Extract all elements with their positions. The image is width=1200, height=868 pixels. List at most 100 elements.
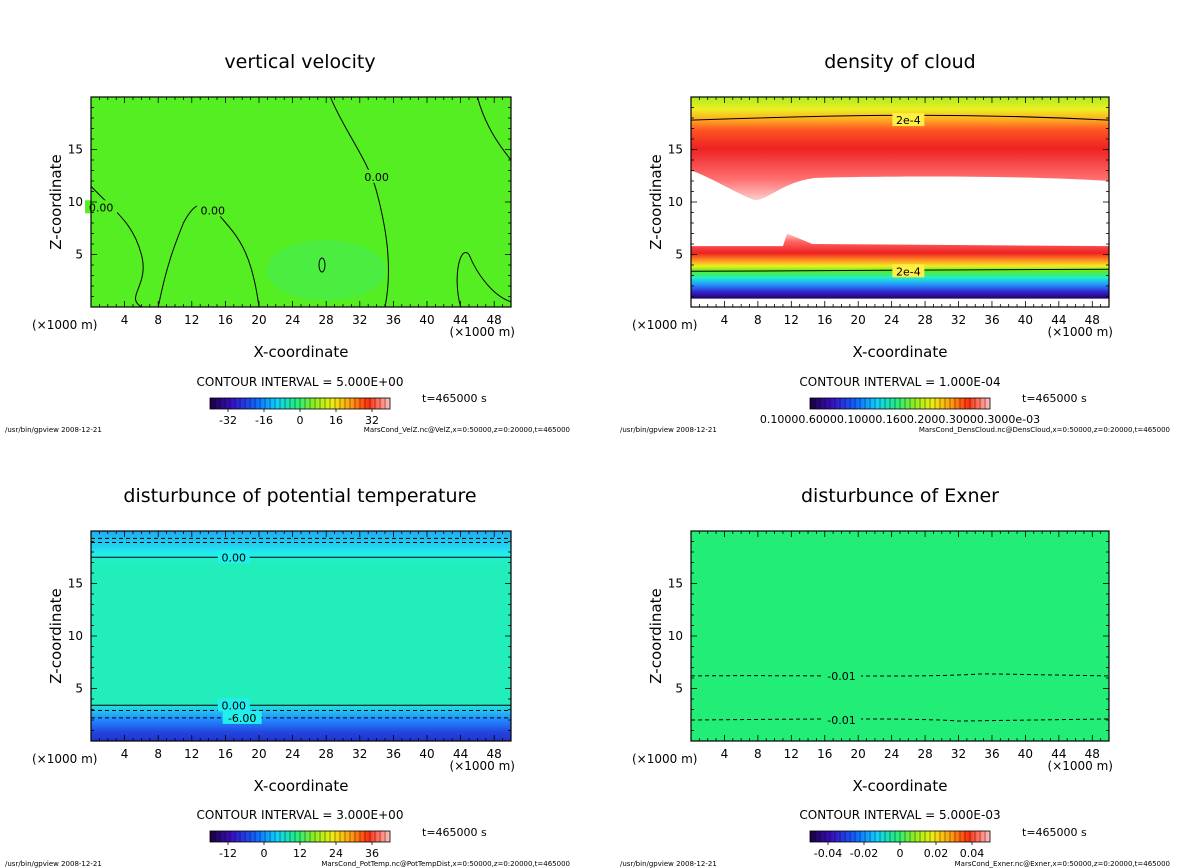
footer-left: /usr/bin/gpview 2008-12-21 — [5, 426, 102, 434]
x-tick-label: 20 — [851, 313, 866, 327]
x-tick-label: 8 — [154, 747, 162, 761]
field — [91, 97, 511, 307]
colorbar-tick-label: 0.04 — [960, 847, 985, 860]
y-tick-label: 5 — [75, 248, 83, 262]
contour-label-bg — [821, 668, 861, 682]
y-axis-label: Z-coordinate — [647, 588, 665, 683]
x-axis-label: X-coordinate — [254, 343, 349, 361]
x-tick-label: 8 — [754, 313, 762, 327]
x-axis-label: X-coordinate — [853, 777, 948, 795]
colorbar-tick-label: 16 — [329, 414, 343, 427]
x-tick-label: 40 — [1018, 747, 1033, 761]
x-unit-label-right: (×1000 m) — [450, 759, 515, 773]
field-fill — [91, 531, 511, 741]
x-tick-label: 36 — [386, 747, 401, 761]
x-tick-label: 16 — [218, 747, 233, 761]
y-axis-label: Z-coordinate — [647, 154, 665, 249]
colorbar-tick-label: 0 — [261, 847, 268, 860]
colorbar-tick-label: -0.02 — [850, 847, 878, 860]
colorbar-tick-label: -0.04 — [814, 847, 842, 860]
colorbar-tick-label: 12 — [293, 847, 307, 860]
contour-label: 0.00 — [364, 171, 389, 184]
x-tick-label: 24 — [285, 747, 300, 761]
x-tick-label: 12 — [784, 313, 799, 327]
x-unit-label-right: (×1000 m) — [1048, 325, 1113, 339]
x-tick-label: 48 — [487, 313, 502, 327]
x-tick-label: 20 — [251, 747, 266, 761]
y-tick-label: 5 — [675, 248, 683, 262]
contour-interval: CONTOUR INTERVAL = 5.000E-03 — [799, 808, 1000, 822]
footer-left: /usr/bin/gpview 2008-12-21 — [5, 860, 102, 868]
y-tick-label: 15 — [668, 577, 683, 591]
x-tick-label: 12 — [784, 747, 799, 761]
x-tick-label: 48 — [487, 747, 502, 761]
x-tick-label: 40 — [1018, 313, 1033, 327]
panel-2: disturbunce of potential temperature 0.00… — [5, 485, 570, 868]
contour-label-bg — [196, 203, 229, 217]
time-label: t=465000 s — [422, 392, 487, 405]
y-tick-label: 15 — [68, 577, 83, 591]
x-tick-label: 8 — [754, 747, 762, 761]
x-tick-label: 16 — [817, 747, 832, 761]
x-tick-label: 28 — [917, 313, 932, 327]
panel-3: disturbunce of Exner-0.01-0.014 8 12 16 20 24… — [620, 485, 1170, 868]
x-tick-label: 44 — [453, 313, 468, 327]
contour-line — [476, 97, 511, 161]
x-tick-label: 48 — [1085, 313, 1100, 327]
field-shade — [266, 240, 387, 301]
contour-label: -0.01 — [827, 714, 855, 727]
colorbar-tick-label: 0.02 — [924, 847, 949, 860]
plot-title: density of cloud — [824, 51, 976, 73]
x-tick-label: 20 — [251, 313, 266, 327]
colorbar-tick-label: -12 — [219, 847, 237, 860]
x-tick-label: 24 — [285, 313, 300, 327]
colorbar-tick-label: 0 — [297, 414, 304, 427]
footer-right: MarsCond_Exner.nc@Exner,x=0:50000,z=0:20… — [955, 860, 1170, 868]
contour-label-bg — [892, 113, 925, 127]
x-tick-label: 36 — [984, 313, 999, 327]
contour-label: 0.00 — [222, 699, 247, 712]
plot-title: disturbunce of potential temperature — [123, 485, 476, 507]
x-tick-label: 36 — [386, 313, 401, 327]
footer-right: MarsCond_VelZ.nc@VelZ,x=0:50000,z=0:2000… — [364, 426, 570, 434]
y-axis-label: Z-coordinate — [47, 588, 65, 683]
y-axis-label: Z-coordinate — [47, 154, 65, 249]
x-tick-label: 44 — [1051, 747, 1066, 761]
x-tick-label: 4 — [121, 747, 129, 761]
x-tick-label: 4 — [721, 747, 729, 761]
contour-label-bg — [821, 713, 861, 726]
plot-title: vertical velocity — [224, 51, 375, 73]
x-tick-label: 44 — [1051, 313, 1066, 327]
x-tick-label: 16 — [817, 313, 832, 327]
x-unit-label-left: (×1000 m) — [632, 752, 697, 766]
contour-interval: CONTOUR INTERVAL = 5.000E+00 — [197, 375, 404, 389]
cloud-upper-layer — [691, 97, 1109, 201]
x-tick-label: 32 — [352, 313, 367, 327]
contour-line — [456, 251, 511, 307]
x-axis-label: X-coordinate — [853, 343, 948, 361]
contour-label-bg — [892, 264, 925, 278]
contour-label: 0.00 — [89, 201, 114, 214]
contour-interval: CONTOUR INTERVAL = 3.000E+00 — [197, 808, 404, 822]
contour-label: -6.00 — [228, 712, 256, 725]
x-tick-label: 44 — [453, 747, 468, 761]
x-tick-label: 24 — [884, 747, 899, 761]
contour-line — [329, 97, 389, 307]
x-tick-label: 4 — [121, 313, 129, 327]
x-tick-label: 8 — [154, 313, 162, 327]
x-tick-label: 28 — [319, 313, 334, 327]
y-tick-label: 10 — [68, 629, 83, 643]
x-tick-label: 20 — [851, 747, 866, 761]
x-tick-label: 40 — [419, 747, 434, 761]
x-tick-label: 32 — [951, 747, 966, 761]
x-unit-label-left: (×1000 m) — [32, 318, 97, 332]
y-tick-label: 5 — [675, 682, 683, 696]
x-tick-label: 28 — [319, 747, 334, 761]
contour-line-dashed — [691, 673, 1109, 677]
x-tick-label: 12 — [184, 747, 199, 761]
x-tick-label: 48 — [1085, 747, 1100, 761]
x-axis-label: X-coordinate — [254, 777, 349, 795]
colorbar-tick-label: 0.10000.60000.10000.1600.2000.30000.3000… — [760, 413, 1040, 426]
